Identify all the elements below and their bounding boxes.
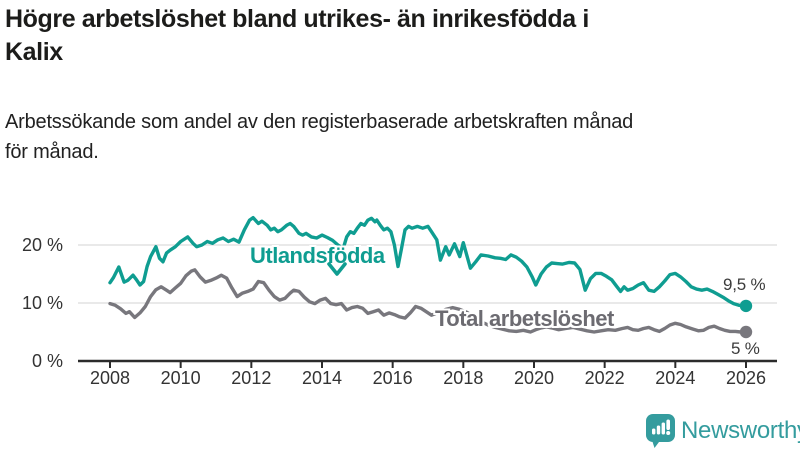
chart-line-utlandsfodda bbox=[108, 215, 748, 308]
brand-name: Newsworthy bbox=[681, 417, 800, 444]
end-dot-total bbox=[739, 325, 753, 339]
title-line-2: Kalix bbox=[5, 38, 63, 66]
end-value-label-utlandsfodda: 9,5 % bbox=[723, 275, 766, 294]
x-tick-label-2026: 2026 bbox=[726, 368, 766, 388]
x-tick-label-2014: 2014 bbox=[302, 368, 342, 388]
chevron-down-icon bbox=[327, 262, 347, 276]
speech-bubble-bar-chart-icon bbox=[646, 414, 675, 448]
newsworthy-logo: Newsworthy bbox=[643, 411, 800, 450]
y-tick-label-0: 0 % bbox=[32, 351, 63, 371]
x-tick-label-2020: 2020 bbox=[514, 368, 554, 388]
end-dot-utlandsfodda bbox=[739, 299, 753, 313]
y-tick-label-10: 10 % bbox=[22, 293, 63, 313]
x-tick-label-2016: 2016 bbox=[373, 368, 413, 388]
end-value-label-total: 5 % bbox=[731, 339, 760, 358]
series-label-total-arbetsloshet: Total arbetslöshet bbox=[435, 306, 614, 331]
page-title: Högre arbetslöshet bland utrikes- än inr… bbox=[5, 3, 589, 69]
x-tick-label-2022: 2022 bbox=[585, 368, 625, 388]
series-label-utlandsfodda: Utlandsfödda bbox=[250, 243, 385, 268]
subtitle-line-2: för månad. bbox=[5, 141, 99, 163]
x-tick-label-2008: 2008 bbox=[90, 368, 130, 388]
x-tick-label-2012: 2012 bbox=[231, 368, 271, 388]
x-tick-label-2018: 2018 bbox=[443, 368, 483, 388]
chart-subtitle: Arbetssökande som andel av den registerb… bbox=[5, 107, 633, 167]
title-line-1: Högre arbetslöshet bland utrikes- än inr… bbox=[5, 5, 589, 33]
chart-line-total bbox=[108, 268, 748, 334]
x-tick-label-2024: 2024 bbox=[655, 368, 695, 388]
x-tick-label-2010: 2010 bbox=[161, 368, 201, 388]
y-tick-label-20: 20 % bbox=[22, 235, 63, 255]
subtitle-line-1: Arbetssökande som andel av den registerb… bbox=[5, 111, 634, 133]
